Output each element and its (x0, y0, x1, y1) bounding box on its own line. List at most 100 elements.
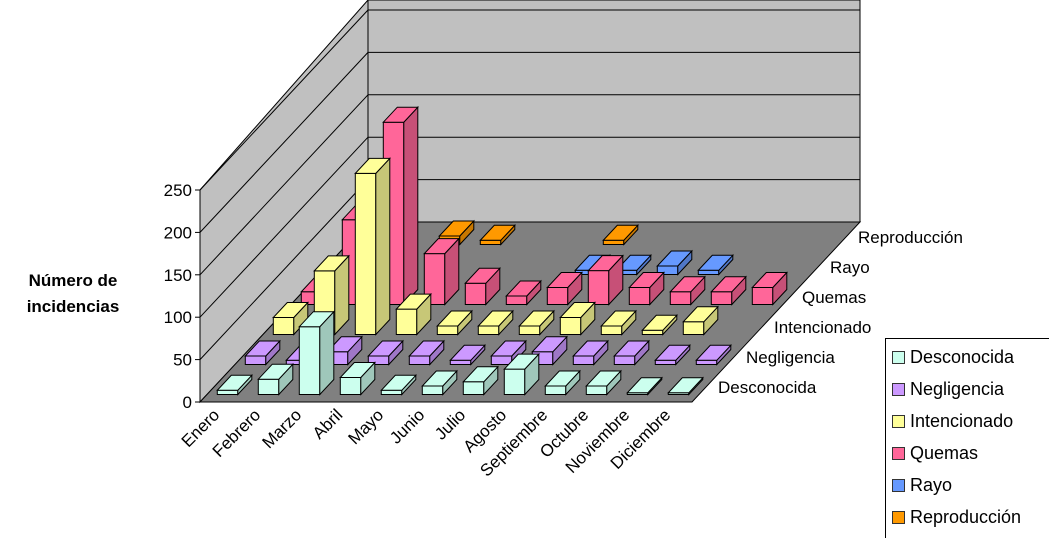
bar (654, 344, 691, 366)
bar (697, 254, 734, 276)
bar-front (505, 295, 528, 305)
bar-top (654, 344, 691, 361)
y-tick-label: 200 (164, 223, 192, 242)
bar-top (408, 340, 445, 357)
bar (518, 309, 555, 336)
bar-top (628, 272, 665, 288)
legend-label: Desconocida (910, 346, 1015, 367)
y-axis: 0 50 100 150 200 250 (164, 181, 201, 412)
bar-front (710, 291, 733, 305)
y-tick-label: 150 (164, 266, 192, 285)
bar-front (298, 326, 321, 395)
bar (587, 254, 624, 306)
bar (339, 361, 376, 396)
bar-front (628, 287, 651, 305)
bar-front (695, 359, 718, 365)
bar-top (313, 255, 350, 272)
bar (531, 335, 568, 366)
bar (641, 314, 678, 336)
x-tick-label: Abril (309, 405, 346, 442)
series-axis-label: Negligencia (746, 348, 835, 367)
bar-top (682, 306, 719, 323)
bars (216, 105, 788, 396)
bar-top (244, 340, 281, 357)
bar-top (477, 310, 514, 327)
bar-top (667, 377, 704, 394)
bar-top (449, 344, 486, 361)
bar-top (490, 340, 527, 357)
series-axis-label: Rayo (830, 258, 870, 277)
bar-top (669, 276, 706, 293)
bar-front (244, 355, 267, 365)
bar-front (257, 378, 280, 395)
bar-front (272, 317, 295, 335)
bar-front (380, 389, 403, 395)
bar-top (257, 363, 294, 380)
bar-top (559, 302, 596, 318)
bar-top (615, 254, 652, 271)
legend-label: Quemas (910, 442, 979, 463)
bar-front (654, 359, 677, 365)
bar-top (326, 336, 363, 353)
bar-front (490, 355, 513, 365)
bar-front (477, 325, 500, 335)
bar (380, 374, 417, 396)
bar (449, 344, 486, 366)
bar-front (518, 325, 541, 335)
bar (613, 339, 650, 366)
bar (354, 157, 391, 336)
bar-front (600, 325, 623, 335)
bar-front (354, 172, 377, 335)
bar (464, 267, 501, 306)
bar-top (587, 255, 624, 272)
bar-top (438, 220, 475, 237)
bar (751, 271, 788, 306)
bar (244, 339, 281, 366)
bar (272, 301, 309, 336)
gridline-side (199, 9, 369, 191)
bar-top (602, 224, 639, 241)
bar-top (695, 344, 732, 361)
bar (503, 352, 540, 396)
bar-top (367, 340, 404, 357)
gridline-side (199, 94, 369, 276)
x-tick-label: Mayo (344, 405, 387, 448)
bar (408, 339, 445, 366)
bar-front (751, 287, 774, 305)
bar-top (544, 370, 581, 387)
bar-top (572, 340, 609, 357)
bar (462, 365, 499, 396)
bar-top (641, 314, 678, 331)
bar-top (697, 254, 734, 271)
bar-top (462, 366, 499, 383)
legend-swatch (892, 382, 905, 396)
bar-front (559, 317, 582, 335)
series-axis: Desconocida Negligencia Intencionado Quemas… (718, 228, 963, 397)
bar-side (403, 105, 419, 306)
bar-top (710, 276, 747, 293)
bar-top (656, 250, 693, 267)
bar-top (339, 362, 376, 378)
bar (216, 374, 253, 396)
bar-front (585, 385, 608, 395)
bar (257, 362, 294, 396)
legend: Desconocida Negligencia Intencionado Quemas… (885, 338, 1049, 538)
gridline-side (199, 179, 369, 360)
legend-swatch (892, 446, 905, 460)
bar-front (641, 329, 664, 335)
bar (600, 309, 637, 336)
bar-top (479, 224, 516, 241)
bar-front (669, 291, 692, 305)
bar-front (682, 321, 705, 335)
bar (656, 249, 693, 276)
bar (546, 271, 583, 306)
bar-top (395, 293, 432, 310)
bar-top (546, 272, 583, 288)
bar-front (462, 381, 485, 395)
bar-front (339, 377, 362, 395)
legend-item: Reproducción (892, 503, 1021, 531)
bar (669, 275, 706, 306)
legend-item: Rayo (892, 471, 952, 499)
legend-label: Rayo (910, 474, 953, 495)
